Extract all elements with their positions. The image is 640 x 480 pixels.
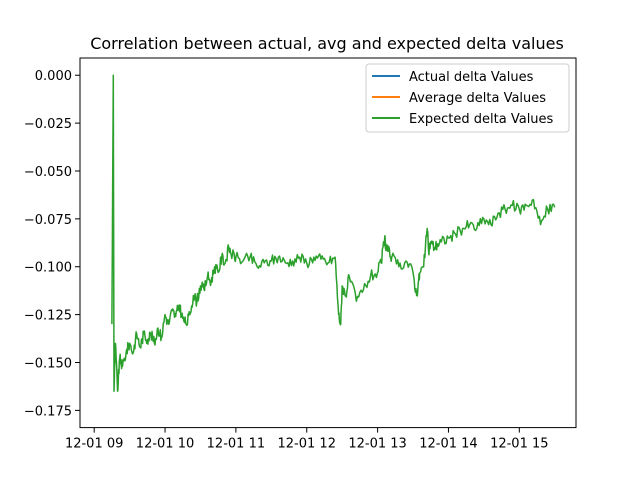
x-tick-label: 12-01 13: [348, 437, 406, 452]
legend-entry: Actual delta Values: [409, 70, 534, 85]
x-tick-label: 12-01 14: [419, 437, 477, 452]
x-tick-label: 12-01 11: [207, 437, 265, 452]
y-tick-label: −0.175: [24, 404, 72, 419]
y-tick-label: −0.075: [24, 213, 72, 228]
y-tick-label: 0.000: [35, 69, 72, 84]
x-axis: 12-01 09 12-01 10 12-01 11 12-01 12 12-01 13…: [65, 427, 549, 452]
y-tick-label: −0.150: [24, 356, 72, 371]
x-tick-label: 12-01 09: [65, 437, 123, 452]
x-tick-label: 12-01 15: [490, 437, 548, 452]
y-axis: 0.000 −0.025 −0.050 −0.075 −0.100 −0.125 −0.15…: [24, 69, 80, 419]
y-tick-label: −0.025: [24, 117, 72, 132]
legend-box: [365, 63, 570, 133]
series-line-expected-delta: [111, 74, 556, 392]
plot-frame: [79, 57, 577, 429]
legend-entry: Expected delta Values: [409, 112, 554, 127]
x-tick-label: 12-01 10: [136, 437, 194, 452]
y-tick-label: −0.050: [24, 165, 72, 180]
plot-lines: [111, 74, 556, 392]
legend: Actual delta Values Average delta Values E…: [365, 63, 570, 133]
chart-title: Correlation between actual, avg and expe…: [90, 34, 564, 53]
x-tick-label: 12-01 12: [278, 437, 336, 452]
legend-entry: Average delta Values: [409, 91, 546, 106]
y-tick-label: −0.125: [24, 309, 72, 324]
y-tick-label: −0.100: [24, 261, 72, 276]
